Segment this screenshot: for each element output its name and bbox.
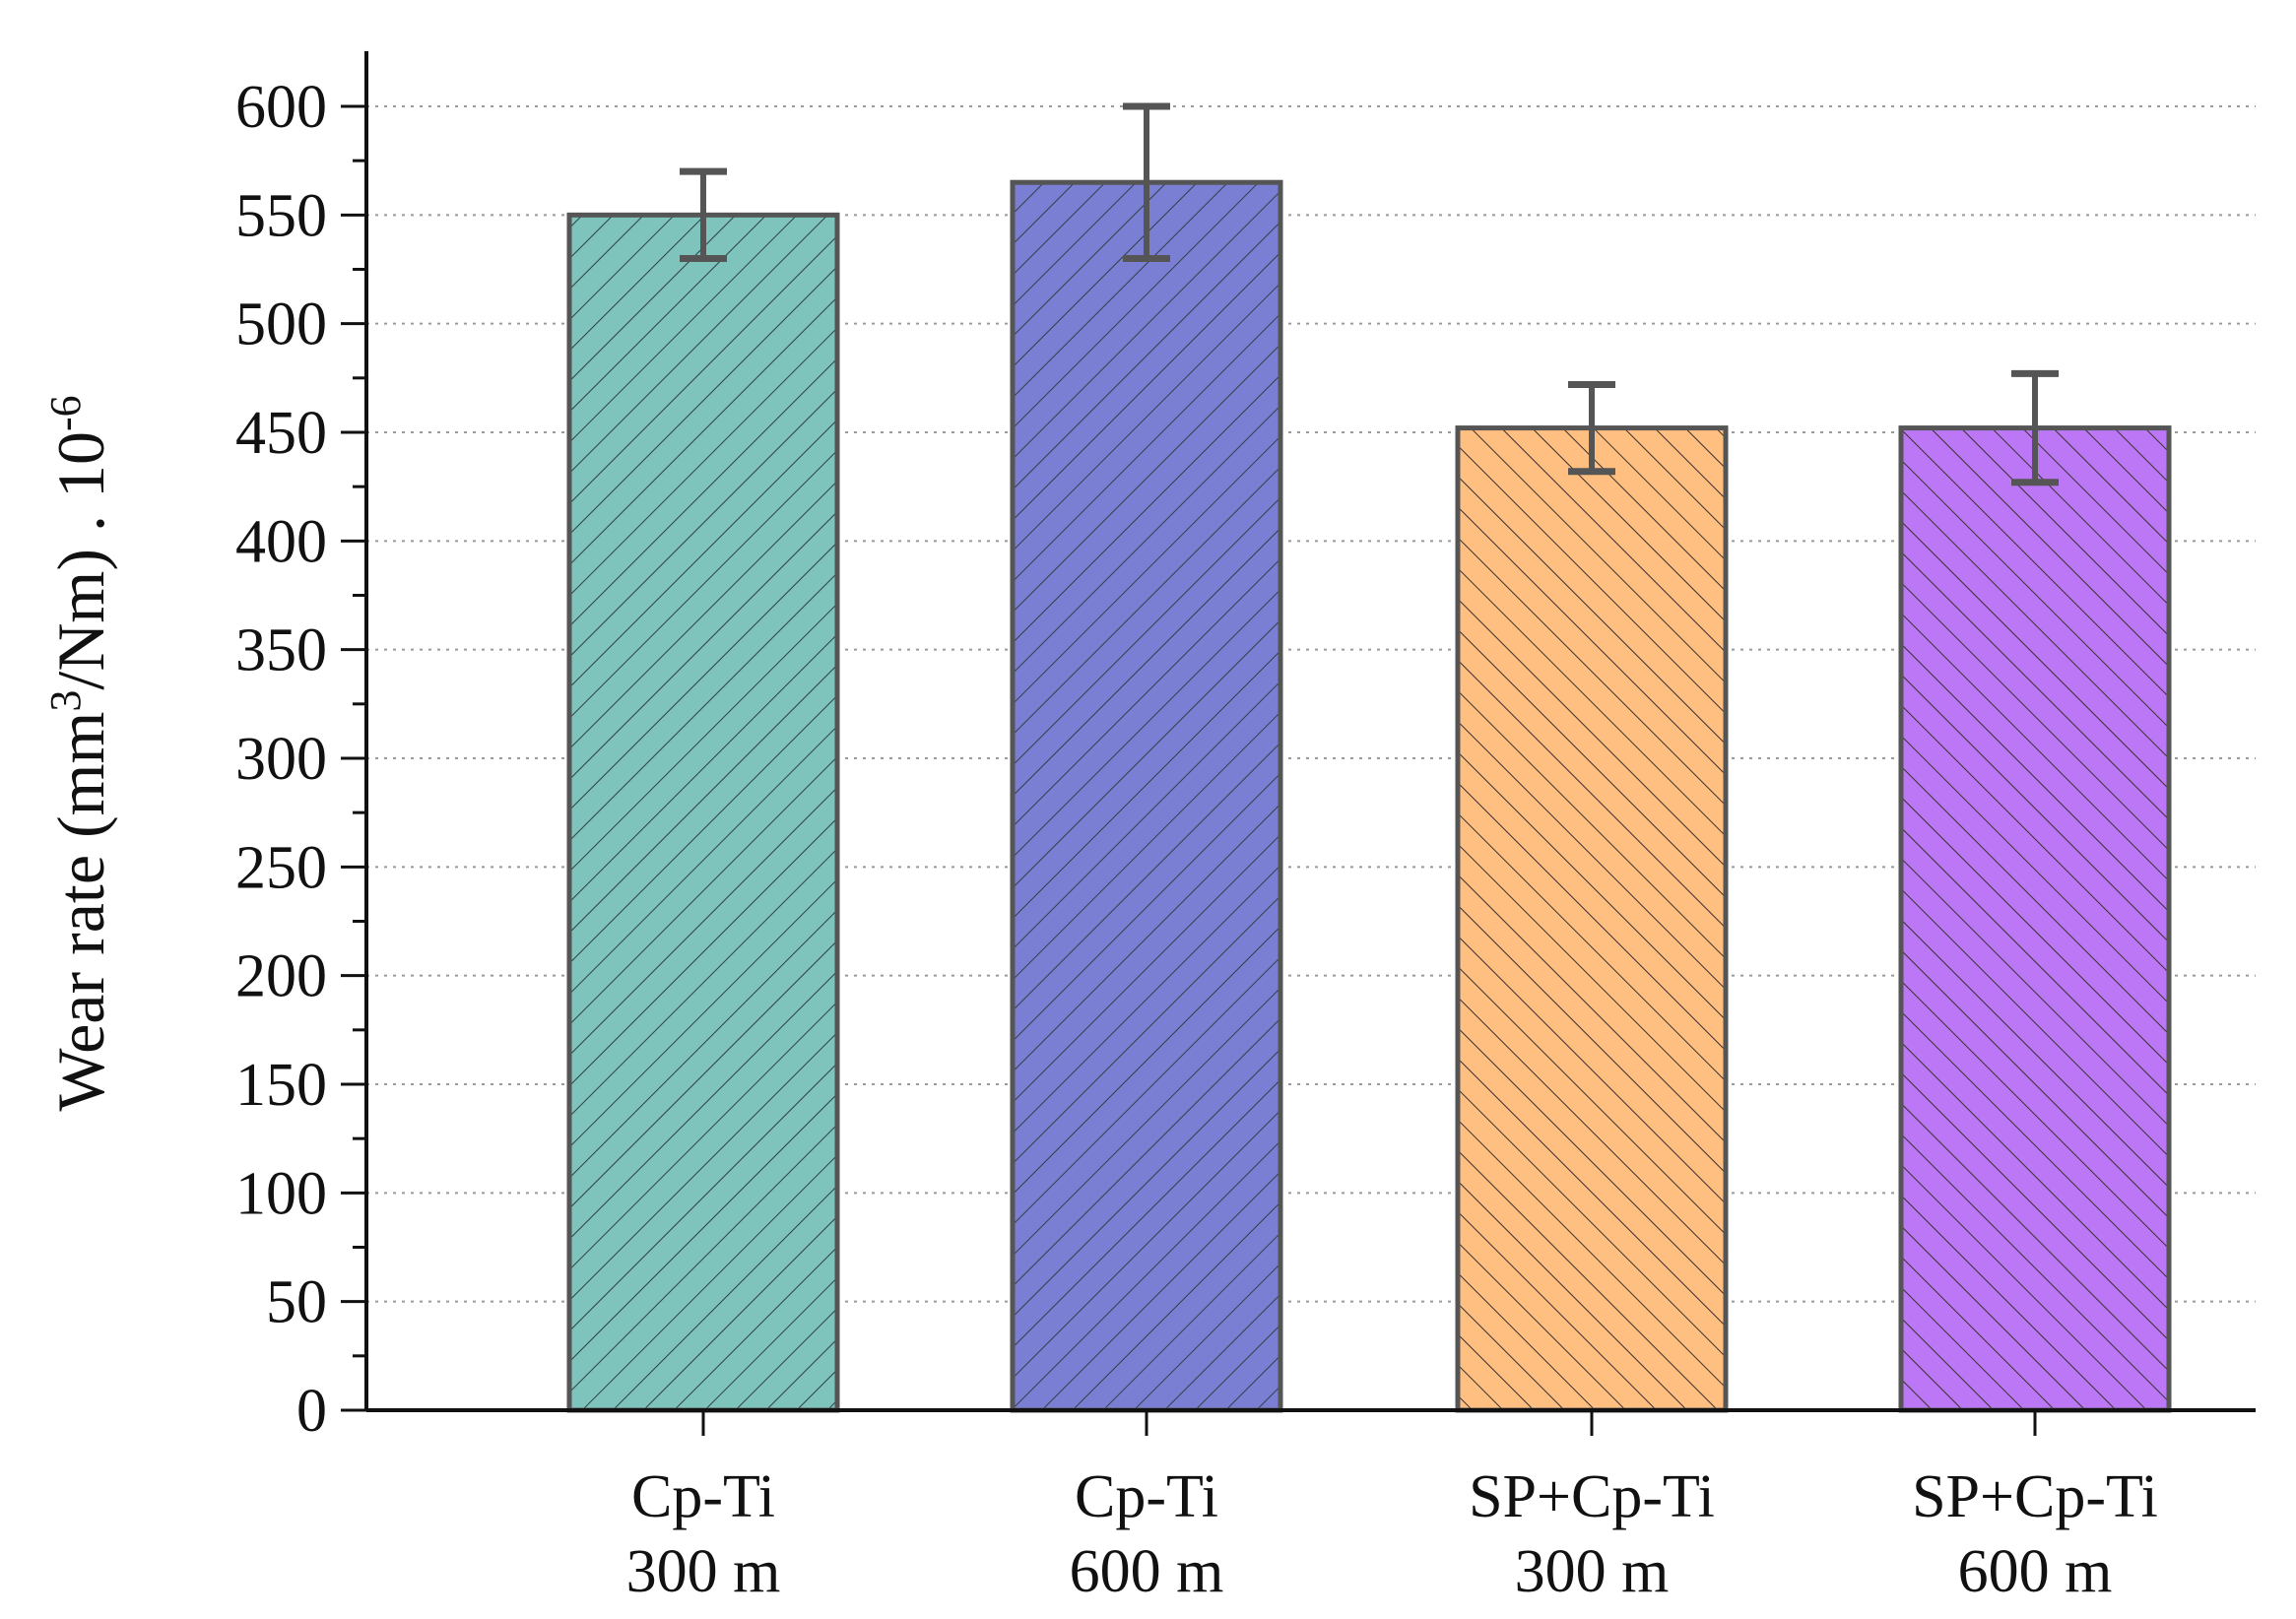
y-tick-label: 0 (296, 1378, 327, 1445)
x-category-label: Cp-Ti 300 m (626, 1463, 781, 1605)
y-tick-label: 550 (235, 182, 327, 249)
error-bar (1568, 380, 1615, 476)
bar (1010, 179, 1283, 1413)
x-category-label: SP+Cp-Ti 600 m (1912, 1463, 2158, 1605)
y-axis-title: Wear rate (mm3/Nm) . 10-6 (41, 395, 119, 1111)
y-tick-label: 50 (266, 1269, 327, 1336)
bar (1898, 425, 2172, 1413)
y-tick-label: 600 (235, 74, 327, 141)
y-tick-label: 450 (235, 400, 327, 467)
bars (566, 179, 2172, 1413)
y-tick-label: 200 (235, 943, 327, 1010)
x-category-label: SP+Cp-Ti 300 m (1469, 1463, 1715, 1605)
y-tick-label: 250 (235, 834, 327, 901)
bar (566, 212, 840, 1413)
x-category-label: Cp-Ti 600 m (1070, 1463, 1224, 1605)
bar (1455, 425, 1729, 1413)
y-tick-labels: 0 50 100 150 200 250 300 350 400 450 500 550 600 (235, 74, 327, 1445)
y-tick-label: 300 (235, 726, 327, 793)
y-tick-label: 400 (235, 508, 327, 575)
error-bar (1123, 102, 1170, 262)
error-bar (2011, 369, 2059, 486)
x-category-labels: Cp-Ti 300 m Cp-Ti 600 m SP+Cp-Ti 300 m SP+Cp-T… (626, 1463, 2158, 1605)
y-tick-label: 150 (235, 1052, 327, 1119)
y-tick-label: 500 (235, 291, 327, 358)
y-tick-label: 350 (235, 617, 327, 684)
axes (341, 51, 2256, 1436)
error-bars (680, 102, 2059, 486)
error-bar (680, 167, 727, 262)
y-tick-label: 100 (235, 1160, 327, 1227)
